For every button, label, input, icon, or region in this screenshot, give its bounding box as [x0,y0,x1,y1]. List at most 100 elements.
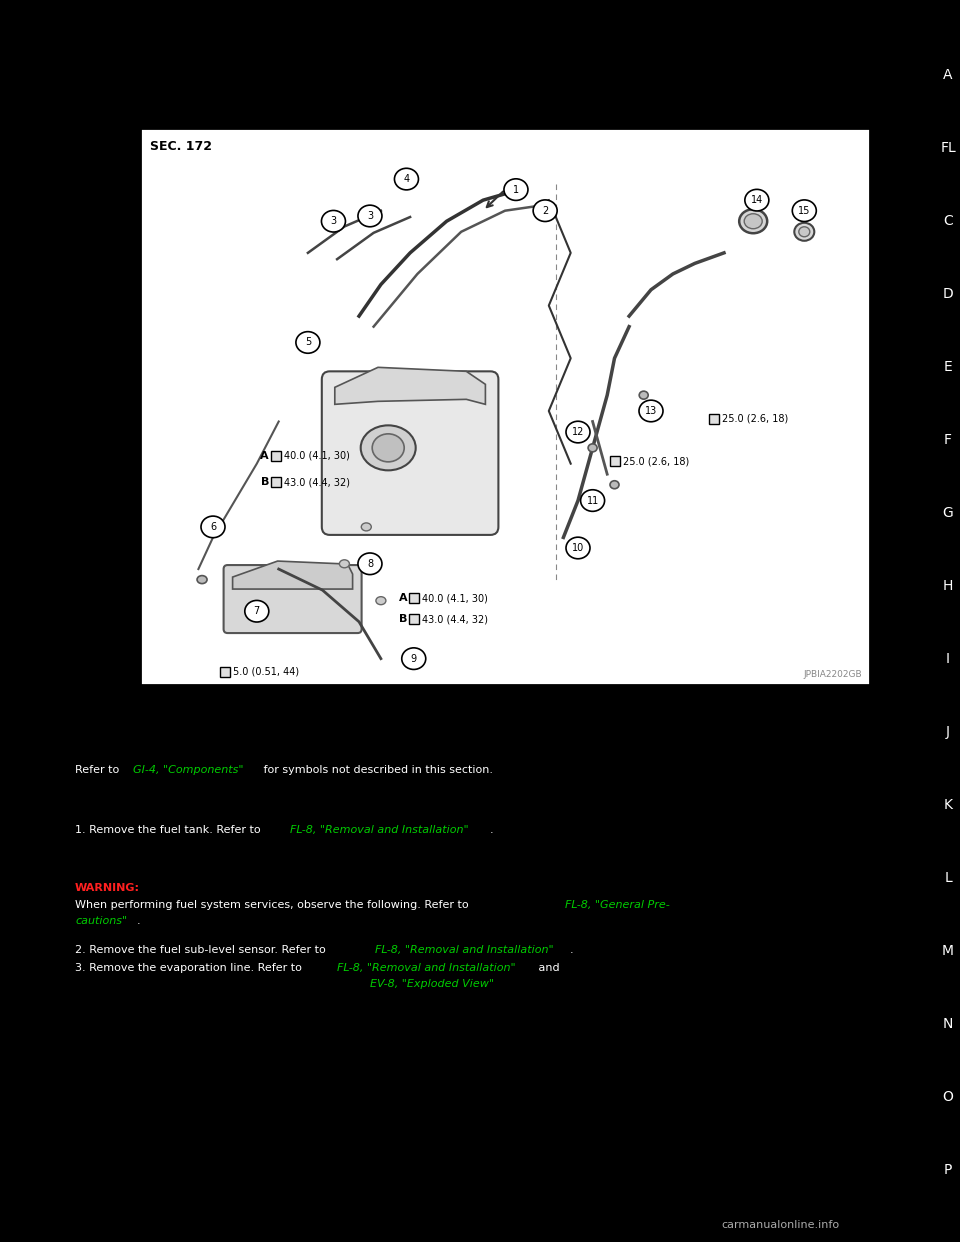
Ellipse shape [361,523,372,530]
Text: 1: 1 [513,185,519,195]
Polygon shape [335,368,486,405]
Text: 12: 12 [572,427,585,437]
Polygon shape [232,561,352,589]
Text: F: F [944,433,952,447]
Text: A: A [260,451,269,461]
Text: O: O [943,1090,953,1104]
Text: 5.0 (0.51, 44): 5.0 (0.51, 44) [232,667,299,677]
Text: 40.0 (4.1, 30): 40.0 (4.1, 30) [422,592,489,604]
Ellipse shape [376,596,386,605]
Text: 40.0 (4.1, 30): 40.0 (4.1, 30) [284,451,349,461]
Text: FL-8, "General Pre-: FL-8, "General Pre- [565,900,670,910]
Text: 14: 14 [751,195,763,205]
Text: FL: FL [940,142,956,155]
Ellipse shape [197,575,207,584]
FancyBboxPatch shape [224,565,362,633]
Ellipse shape [566,421,590,443]
Text: FL-8, "Removal and Installation": FL-8, "Removal and Installation" [375,945,554,955]
Ellipse shape [739,209,767,233]
Text: 6: 6 [210,522,216,532]
Bar [708,414,719,424]
Bar [220,667,229,677]
Text: 25.0 (2.6, 18): 25.0 (2.6, 18) [623,456,689,466]
Ellipse shape [581,489,605,512]
Text: .: . [570,945,574,955]
Ellipse shape [566,538,590,559]
Text: 7: 7 [253,606,260,616]
Text: FL-8, "Removal and Installation": FL-8, "Removal and Installation" [337,963,516,972]
Text: 4: 4 [403,174,410,184]
Text: 11: 11 [587,496,599,505]
Ellipse shape [744,214,762,229]
Text: Refer to: Refer to [75,765,123,775]
Ellipse shape [792,200,816,221]
Bar [271,451,280,461]
Text: WARNING:: WARNING: [75,883,140,893]
Text: E: E [944,360,952,374]
Text: 3. Remove the evaporation line. Refer to: 3. Remove the evaporation line. Refer to [75,963,305,972]
FancyBboxPatch shape [322,371,498,535]
Text: A: A [944,68,952,82]
Ellipse shape [201,517,225,538]
Text: H: H [943,579,953,592]
Text: D: D [943,287,953,301]
Text: 10: 10 [572,543,584,553]
Ellipse shape [395,168,419,190]
Text: K: K [944,799,952,812]
Ellipse shape [322,210,346,232]
Text: 2. Remove the fuel sub-level sensor. Refer to: 2. Remove the fuel sub-level sensor. Ref… [75,945,329,955]
Text: cautions": cautions" [75,917,127,927]
Text: A: A [399,592,408,604]
Text: for symbols not described in this section.: for symbols not described in this sectio… [260,765,493,775]
Text: FL-8, "Removal and Installation": FL-8, "Removal and Installation" [290,825,468,835]
Text: 3: 3 [367,211,373,221]
Text: M: M [942,944,954,958]
Text: 25.0 (2.6, 18): 25.0 (2.6, 18) [722,414,788,424]
Text: .: . [490,825,493,835]
Text: EV-8, "Exploded View": EV-8, "Exploded View" [370,979,494,989]
Ellipse shape [358,205,382,227]
Ellipse shape [361,425,416,471]
Text: 5: 5 [304,338,311,348]
Ellipse shape [799,227,810,237]
Ellipse shape [639,391,648,399]
Text: 13: 13 [645,406,658,416]
Ellipse shape [296,332,320,353]
Text: J: J [946,725,950,739]
Ellipse shape [340,560,349,568]
Text: B: B [260,477,269,487]
Text: and: and [535,963,560,972]
Ellipse shape [358,553,382,575]
Text: 2: 2 [542,206,548,216]
Text: SEC. 172: SEC. 172 [150,139,212,153]
Bar [611,456,620,466]
Text: P: P [944,1163,952,1177]
Ellipse shape [504,179,528,200]
Bar [409,614,420,625]
Ellipse shape [533,200,557,221]
Text: GI-4, "Components": GI-4, "Components" [133,765,244,775]
Ellipse shape [610,481,619,489]
Text: JPBIA2202GB: JPBIA2202GB [804,669,862,679]
Text: carmanualonline.info: carmanualonline.info [721,1220,839,1230]
Text: I: I [946,652,950,666]
Text: G: G [943,505,953,520]
Text: N: N [943,1017,953,1031]
Bar [140,128,870,686]
Ellipse shape [372,433,404,462]
Text: 9: 9 [411,653,417,663]
Ellipse shape [588,443,597,452]
Text: 1. Remove the fuel tank. Refer to: 1. Remove the fuel tank. Refer to [75,825,264,835]
Text: When performing fuel system services, observe the following. Refer to: When performing fuel system services, ob… [75,900,472,910]
Text: B: B [399,614,408,625]
Text: 43.0 (4.4, 32): 43.0 (4.4, 32) [422,614,489,625]
Ellipse shape [639,400,663,422]
Ellipse shape [794,222,814,241]
Text: .: . [137,917,140,927]
Text: 15: 15 [798,206,810,216]
Text: 3: 3 [330,216,337,226]
Ellipse shape [745,189,769,211]
Text: C: C [943,214,953,229]
Ellipse shape [401,648,425,669]
Text: L: L [944,871,952,886]
